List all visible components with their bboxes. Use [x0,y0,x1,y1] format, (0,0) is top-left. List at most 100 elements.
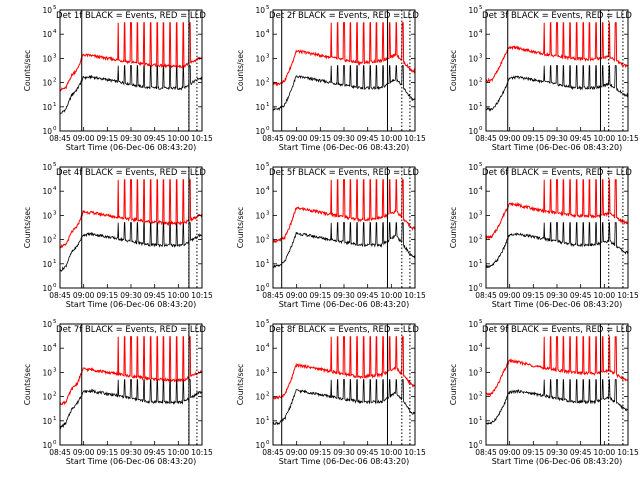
series-line-lld [59,179,203,249]
ytick-exponent: 0 [479,440,483,446]
panel-title: Det 8f BLACK = Events, RED = LLD [269,325,419,335]
xtick-label: 09:15 [97,448,119,457]
series-line-lld [485,22,629,83]
xtick-label: 10:15 [404,448,426,457]
ytick-exponent: 1 [266,259,270,265]
series-line-events [59,65,203,116]
ytick-exponent: 5 [479,5,483,11]
ytick-label: 10 [42,236,52,245]
panel-title: Det 1f BLACK = Events, RED = LLD [56,11,206,21]
ytick-exponent: 4 [479,29,483,35]
xtick-label: 09:45 [570,134,592,143]
y-axis-label: Counts/sec [236,50,245,91]
xtick-label: 09:45 [144,291,166,300]
xtick-label: 10:00 [381,291,403,300]
xtick-label: 09:00 [499,134,521,143]
ytick-label: 10 [255,54,265,63]
y-axis-label: Counts/sec [236,364,245,405]
x-axis-label: Start Time (06-Dec-06 08:43:20) [492,300,623,309]
ytick-exponent: 4 [266,29,270,35]
series-line-events [272,379,416,426]
xtick-label: 10:15 [191,134,213,143]
ytick-exponent: 1 [53,102,57,108]
ytick-exponent: 4 [53,186,57,192]
ytick-exponent: 2 [266,78,270,84]
ytick-label: 10 [468,54,478,63]
xtick-label: 09:30 [333,134,355,143]
xtick-label: 09:30 [120,448,142,457]
ytick-label: 10 [255,127,265,136]
ytick-label: 10 [468,79,478,88]
xtick-label: 09:00 [499,448,521,457]
xtick-label: 08:45 [475,134,497,143]
ytick-label: 10 [255,30,265,39]
ytick-exponent: 3 [53,367,57,373]
xtick-label: 09:30 [333,291,355,300]
y-axis-label: Counts/sec [236,207,245,248]
xtick-label: 09:45 [144,448,166,457]
ytick-exponent: 2 [53,235,57,241]
xtick-label: 09:15 [523,134,545,143]
ytick-label: 10 [255,103,265,112]
panel-title: Det 7f BLACK = Events, RED = LLD [56,325,206,335]
x-axis-label: Start Time (06-Dec-06 08:43:20) [279,457,410,466]
ytick-label: 10 [468,284,478,293]
ytick-label: 10 [255,393,265,402]
ytick-exponent: 2 [266,235,270,241]
plot-frame [272,166,416,289]
xtick-label: 10:15 [617,134,639,143]
ytick-exponent: 1 [479,416,483,422]
x-axis-label: Start Time (06-Dec-06 08:43:20) [492,143,623,152]
xtick-label: 10:00 [594,134,616,143]
ytick-exponent: 0 [53,440,57,446]
ytick-exponent: 4 [266,186,270,192]
xtick-label: 10:00 [168,448,190,457]
ytick-exponent: 2 [53,392,57,398]
ytick-label: 10 [255,284,265,293]
ytick-exponent: 3 [266,210,270,216]
ytick-label: 10 [468,260,478,269]
ytick-label: 10 [468,163,478,172]
xtick-label: 09:30 [546,134,568,143]
ytick-exponent: 1 [479,259,483,265]
ytick-label: 10 [255,163,265,172]
series-line-events [59,379,203,430]
ytick-exponent: 0 [479,283,483,289]
ytick-label: 10 [468,320,478,329]
xtick-label: 09:00 [286,448,308,457]
panel-title: Det 4f BLACK = Events, RED = LLD [56,168,206,178]
xtick-label: 09:15 [310,134,332,143]
x-axis-label: Start Time (06-Dec-06 08:43:20) [279,300,410,309]
ytick-label: 10 [255,236,265,245]
xtick-label: 09:00 [73,448,95,457]
ytick-label: 10 [255,79,265,88]
ytick-exponent: 3 [53,210,57,216]
ytick-label: 10 [255,211,265,220]
xtick-label: 09:30 [546,291,568,300]
xtick-label: 09:45 [357,448,379,457]
ytick-exponent: 4 [479,343,483,349]
ytick-exponent: 1 [266,416,270,422]
ytick-label: 10 [42,320,52,329]
x-axis-label: Start Time (06-Dec-06 08:43:20) [66,300,197,309]
xtick-label: 09:15 [97,291,119,300]
xtick-label: 09:45 [570,448,592,457]
ytick-exponent: 0 [53,283,57,289]
xtick-label: 08:45 [49,134,71,143]
ytick-label: 10 [468,344,478,353]
x-axis-label: Start Time (06-Dec-06 08:43:20) [66,143,197,152]
xtick-label: 09:30 [546,448,568,457]
panel-title: Det 5f BLACK = Events, RED = LLD [269,168,419,178]
ytick-label: 10 [468,30,478,39]
ytick-label: 10 [42,344,52,353]
ytick-exponent: 0 [266,440,270,446]
series-line-lld [272,22,416,87]
x-axis-label: Start Time (06-Dec-06 08:43:20) [492,457,623,466]
ytick-label: 10 [42,163,52,172]
ytick-exponent: 0 [266,283,270,289]
xtick-label: 09:30 [120,291,142,300]
ytick-exponent: 4 [479,186,483,192]
